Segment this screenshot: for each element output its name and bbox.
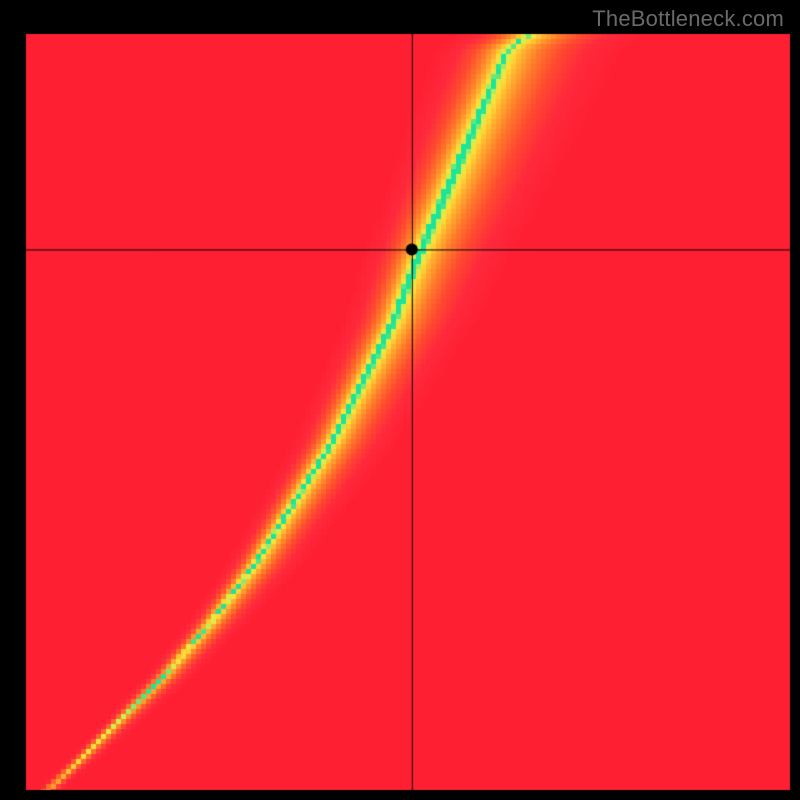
chart-container: TheBottleneck.com — [0, 0, 800, 800]
watermark-text: TheBottleneck.com — [592, 6, 784, 32]
heatmap-canvas — [0, 0, 800, 800]
